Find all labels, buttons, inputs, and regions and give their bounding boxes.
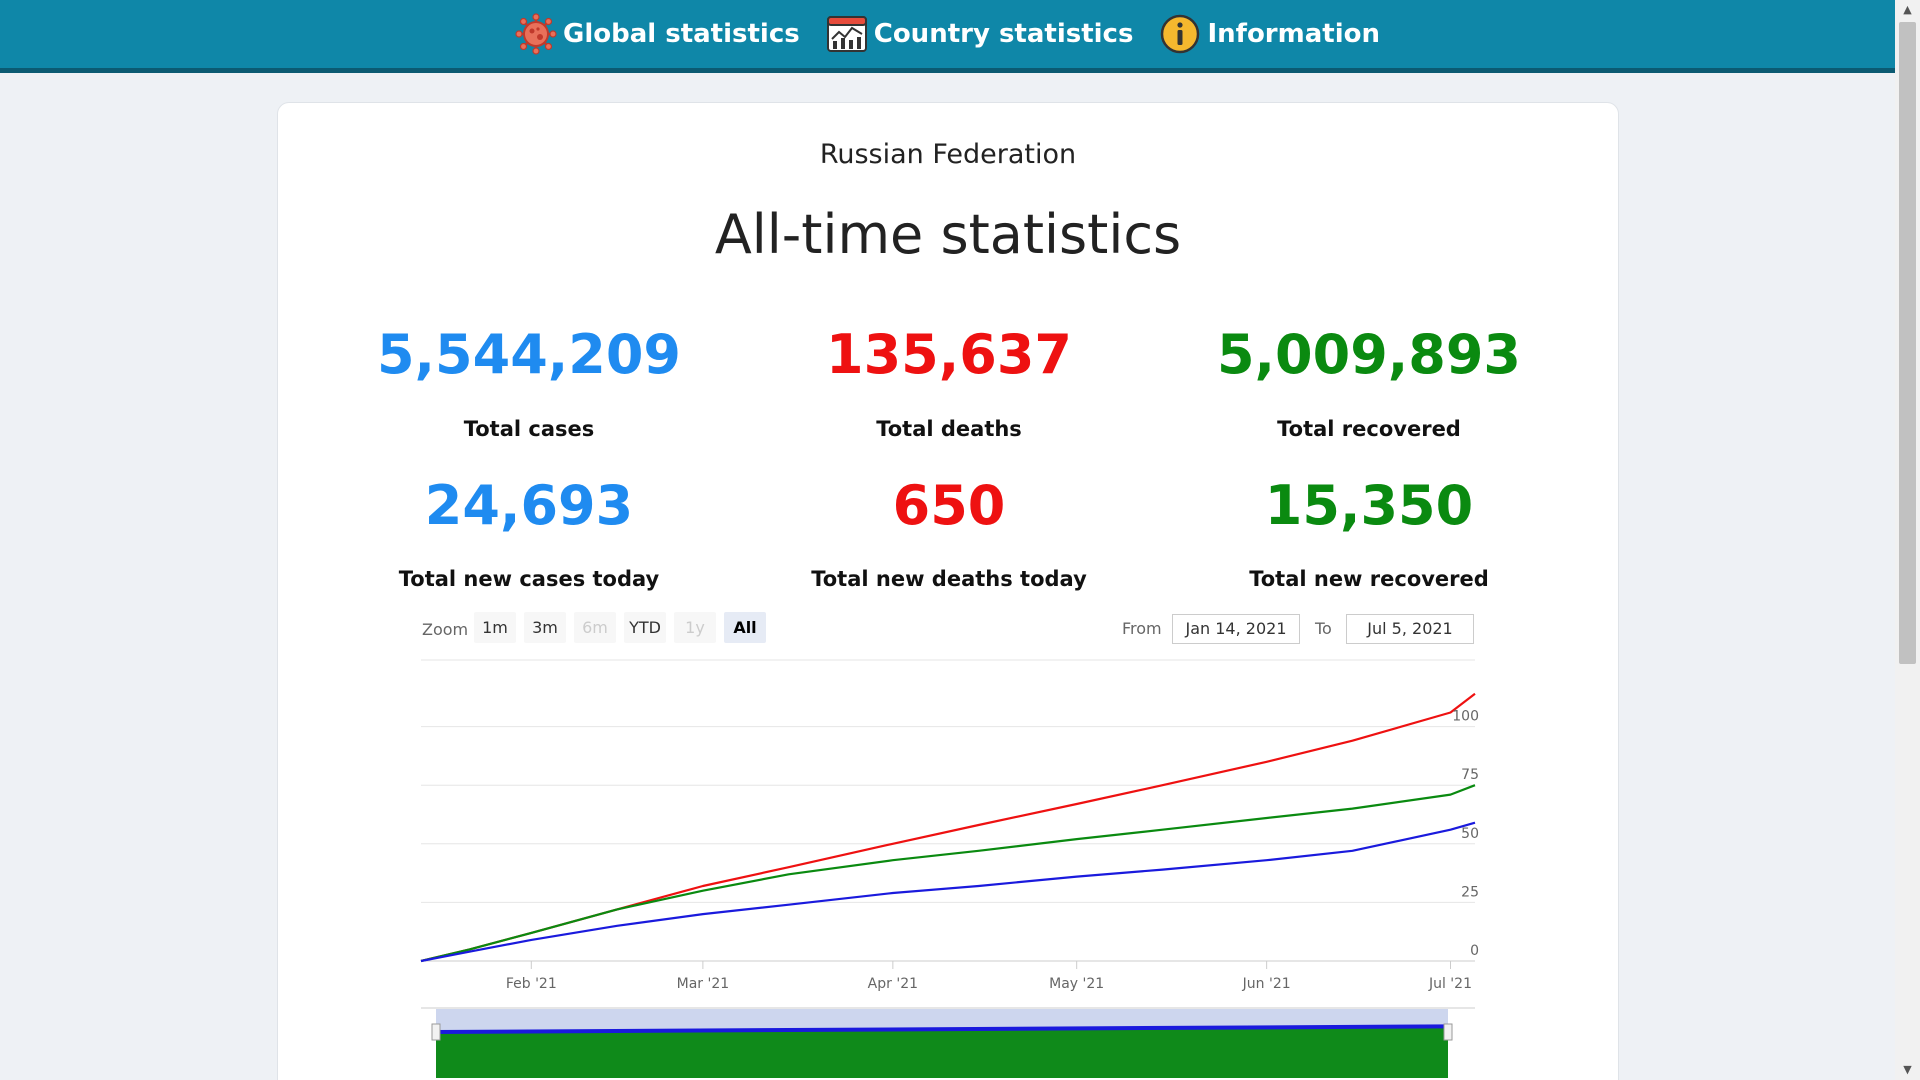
scroll-down-icon[interactable]: ▼	[1903, 1063, 1912, 1076]
page-title: All-time statistics	[714, 203, 1182, 266]
x-tick-label: Apr '21	[868, 976, 918, 992]
from-label: From	[1122, 619, 1162, 638]
navigator-line	[435, 1024, 1449, 1034]
top-navigation: Global statistics Country statistics Inf…	[0, 0, 1895, 73]
from-date-input[interactable]: Jan 14, 2021	[1172, 614, 1300, 644]
chart-board-icon	[826, 16, 867, 52]
line-chart[interactable]: Feb '21 Mar '21 Apr '21 May '21 Jun '21 Jul '…	[418, 658, 1518, 1078]
total-deaths-label: Total deaths	[876, 417, 1022, 441]
y-tick-label: 75	[1461, 767, 1479, 783]
x-tick-label: Mar '21	[677, 976, 730, 992]
total-cases-label: Total cases	[463, 417, 595, 441]
nav-label: Country statistics	[873, 19, 1134, 49]
nav-label: Information	[1207, 19, 1380, 49]
statistics-card: Russian Federation All-time statistics 5…	[277, 102, 1619, 1080]
y-tick-label: 0	[1470, 943, 1479, 959]
new-cases-label: Total new cases today	[398, 567, 660, 591]
nav-global-statistics[interactable]: Global statistics	[515, 4, 800, 64]
new-recovered-value: 15,350	[1264, 474, 1474, 537]
y-tick-label: 50	[1461, 826, 1479, 842]
navigator-left-handle[interactable]	[431, 1023, 441, 1041]
zoom-label: Zoom	[422, 620, 469, 639]
navigator-area	[436, 1026, 1448, 1078]
x-tick-label: Jul '21	[1428, 976, 1472, 992]
new-cases-value: 24,693	[424, 474, 634, 537]
new-recovered-label: Total new recovered	[1249, 567, 1489, 591]
new-deaths-label: Total new deaths today	[811, 567, 1087, 591]
new-deaths-value: 650	[892, 474, 1006, 537]
series-line	[420, 821, 1476, 963]
y-tick-label: 100	[1452, 709, 1479, 725]
x-tick-label: May '21	[1049, 976, 1104, 992]
zoom-all-button[interactable]: All	[724, 612, 766, 643]
scroll-up-icon[interactable]: ▲	[1903, 3, 1912, 16]
zoom-ytd-button[interactable]: YTD	[624, 612, 666, 643]
to-label: To	[1315, 619, 1332, 638]
zoom-3m-button[interactable]: 3m	[524, 612, 566, 643]
zoom-1y-button[interactable]: 1y	[674, 612, 716, 643]
x-tick-label: Jun '21	[1242, 976, 1291, 992]
country-name: Russian Federation	[819, 139, 1077, 170]
total-deaths-value: 135,637	[826, 323, 1072, 386]
series-line	[420, 784, 1476, 963]
virus-icon	[515, 13, 557, 55]
nav-label: Global statistics	[563, 19, 800, 49]
scroll-thumb[interactable]	[1899, 22, 1916, 664]
info-icon	[1161, 14, 1200, 54]
zoom-6m-button[interactable]: 6m	[574, 612, 616, 643]
page-scrollbar[interactable]: ▲ ▼	[1895, 0, 1920, 1080]
to-date-input[interactable]: Jul 5, 2021	[1346, 614, 1474, 644]
y-tick-label: 25	[1461, 884, 1479, 900]
navigator-right-handle[interactable]	[1443, 1023, 1453, 1041]
zoom-1m-button[interactable]: 1m	[474, 612, 516, 643]
total-recovered-value: 5,009,893	[1216, 323, 1522, 386]
total-recovered-label: Total recovered	[1277, 417, 1461, 441]
nav-information[interactable]: Information	[1159, 4, 1380, 64]
total-cases-value: 5,544,209	[376, 323, 682, 386]
nav-country-statistics[interactable]: Country statistics	[826, 4, 1134, 64]
x-tick-label: Feb '21	[506, 976, 557, 992]
